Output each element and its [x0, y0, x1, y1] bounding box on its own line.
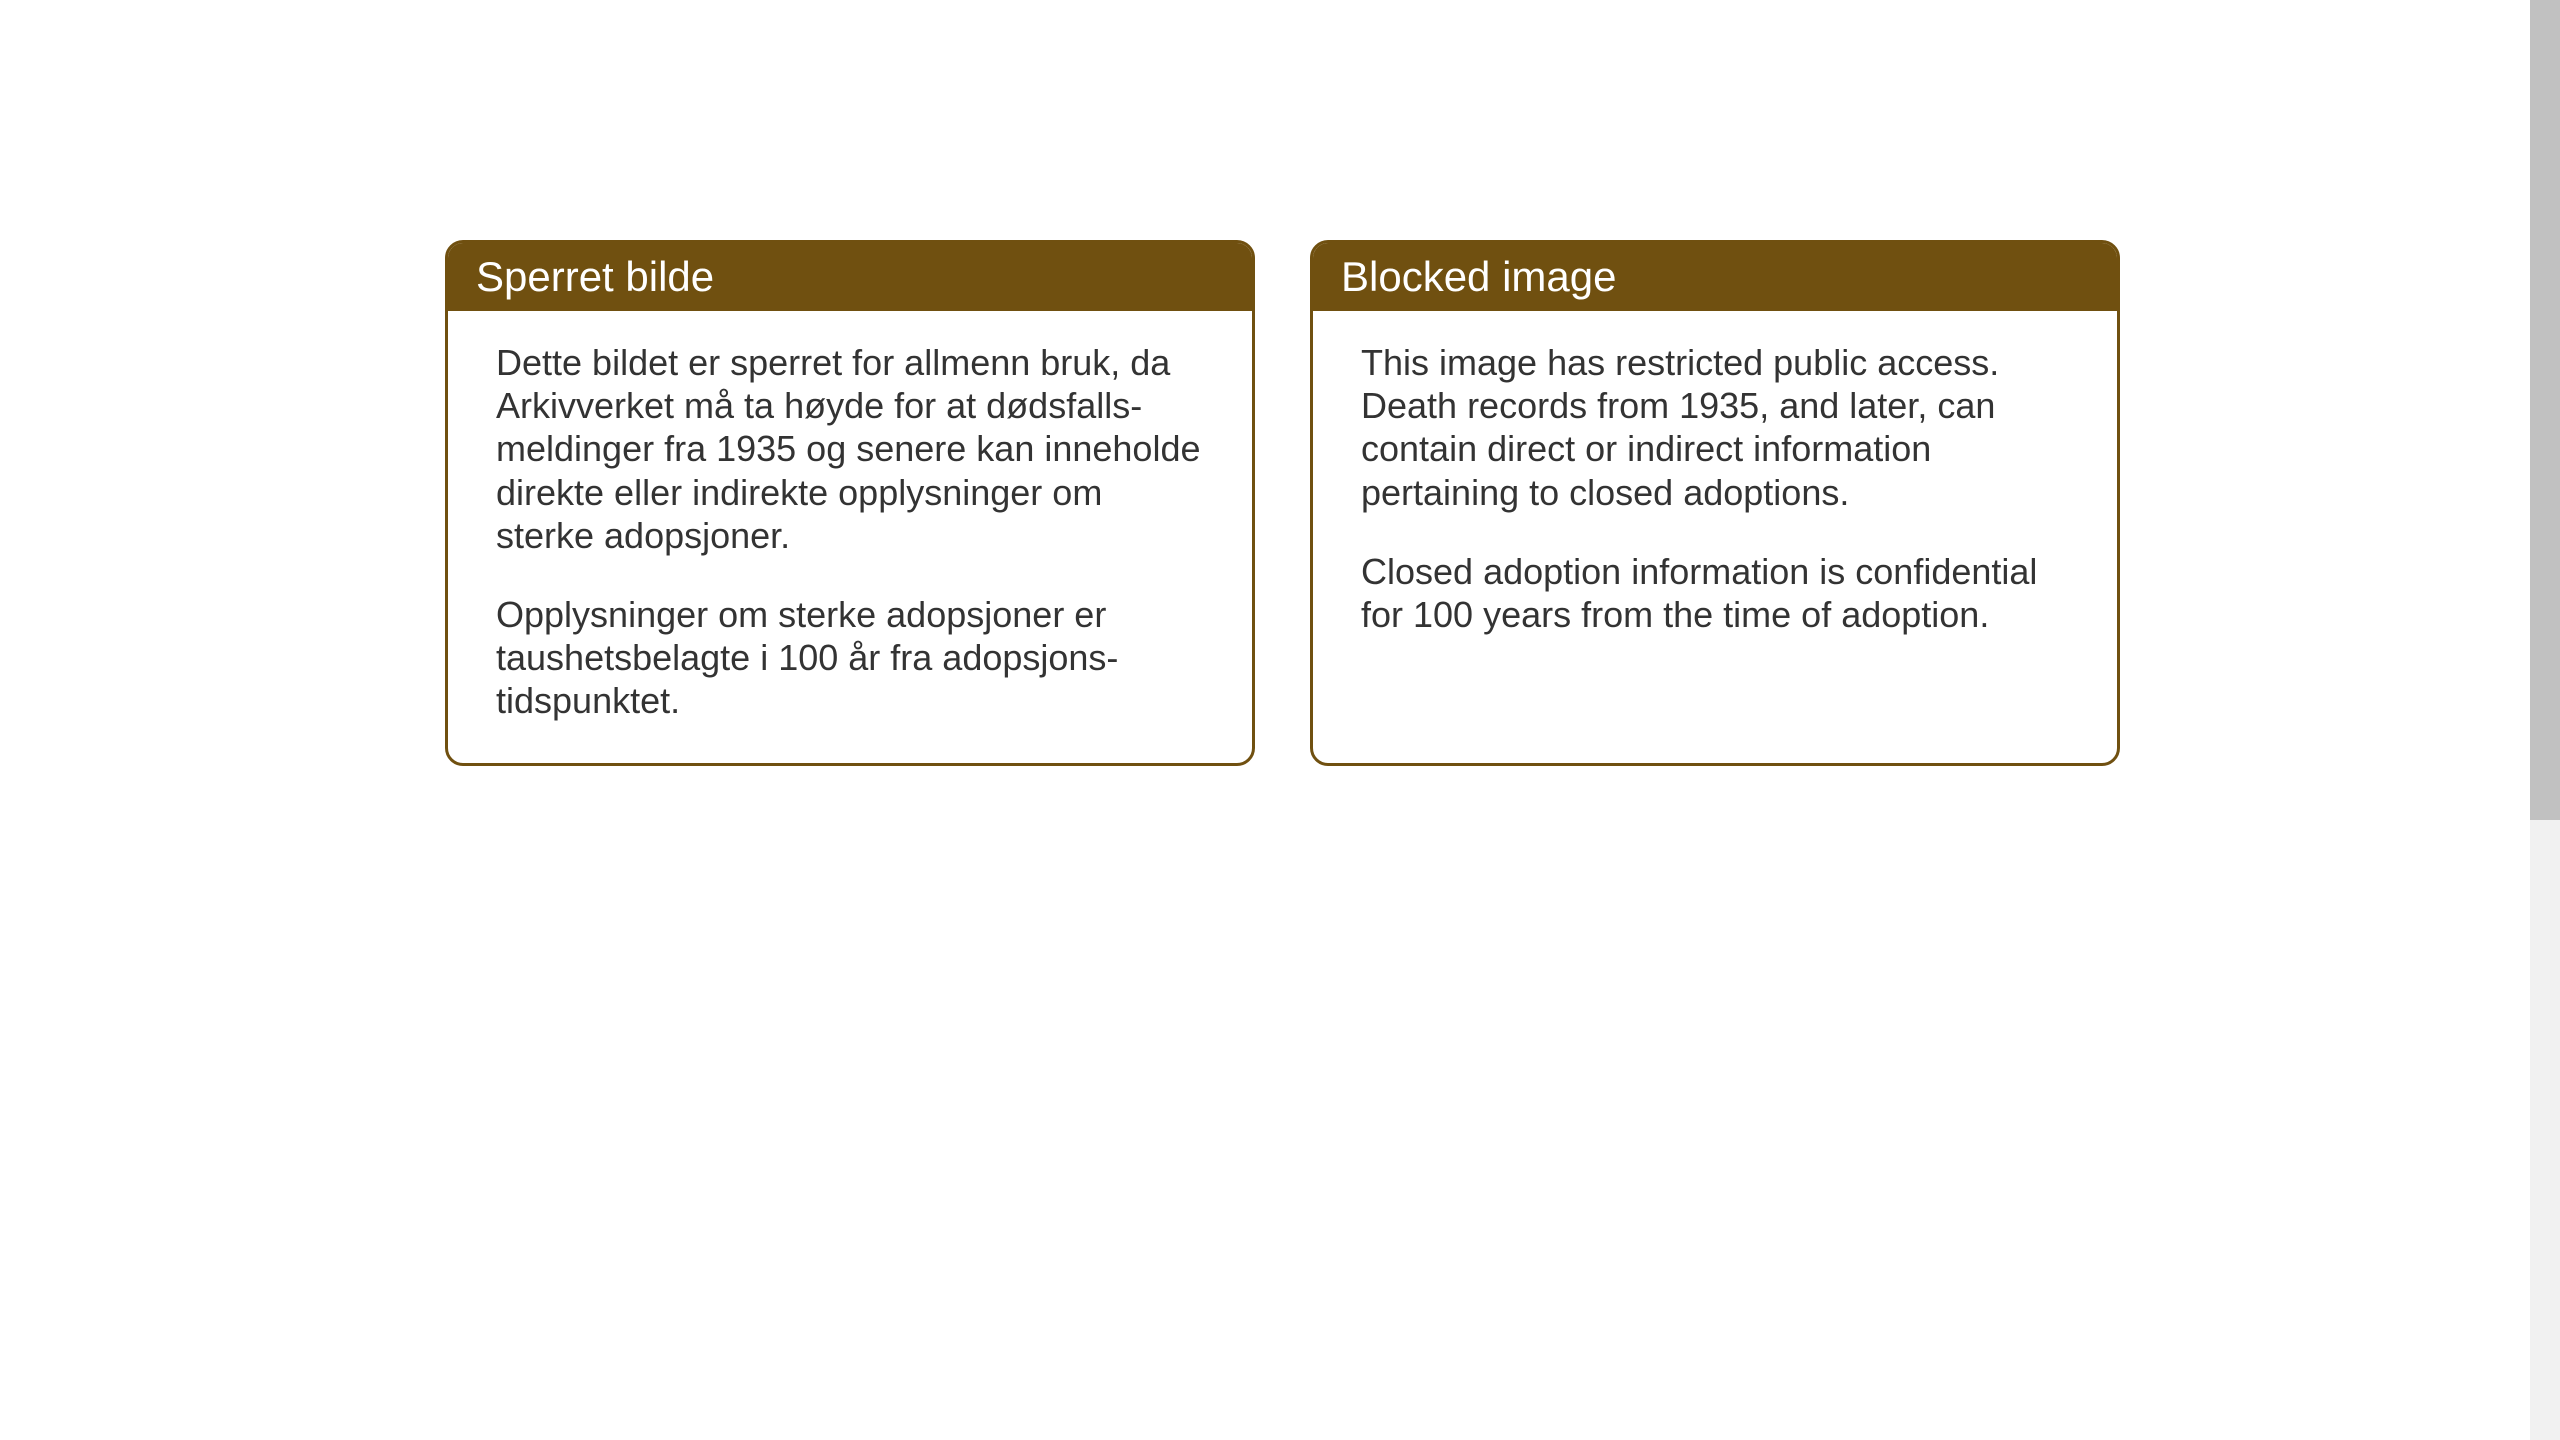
english-card-body: This image has restricted public access.… — [1313, 311, 2117, 676]
english-paragraph-2: Closed adoption information is confident… — [1361, 550, 2069, 636]
cards-container: Sperret bilde Dette bildet er sperret fo… — [445, 240, 2120, 766]
scrollbar-track[interactable] — [2530, 0, 2560, 1440]
english-paragraph-1: This image has restricted public access.… — [1361, 341, 2069, 514]
norwegian-card-title: Sperret bilde — [476, 253, 714, 300]
english-card: Blocked image This image has restricted … — [1310, 240, 2120, 766]
scrollbar-thumb[interactable] — [2530, 0, 2560, 820]
norwegian-paragraph-2: Opplysninger om sterke adopsjoner er tau… — [496, 593, 1204, 723]
norwegian-card-body: Dette bildet er sperret for allmenn bruk… — [448, 311, 1252, 763]
norwegian-card-header: Sperret bilde — [448, 243, 1252, 311]
norwegian-paragraph-1: Dette bildet er sperret for allmenn bruk… — [496, 341, 1204, 557]
norwegian-card: Sperret bilde Dette bildet er sperret fo… — [445, 240, 1255, 766]
english-card-header: Blocked image — [1313, 243, 2117, 311]
english-card-title: Blocked image — [1341, 253, 1616, 300]
